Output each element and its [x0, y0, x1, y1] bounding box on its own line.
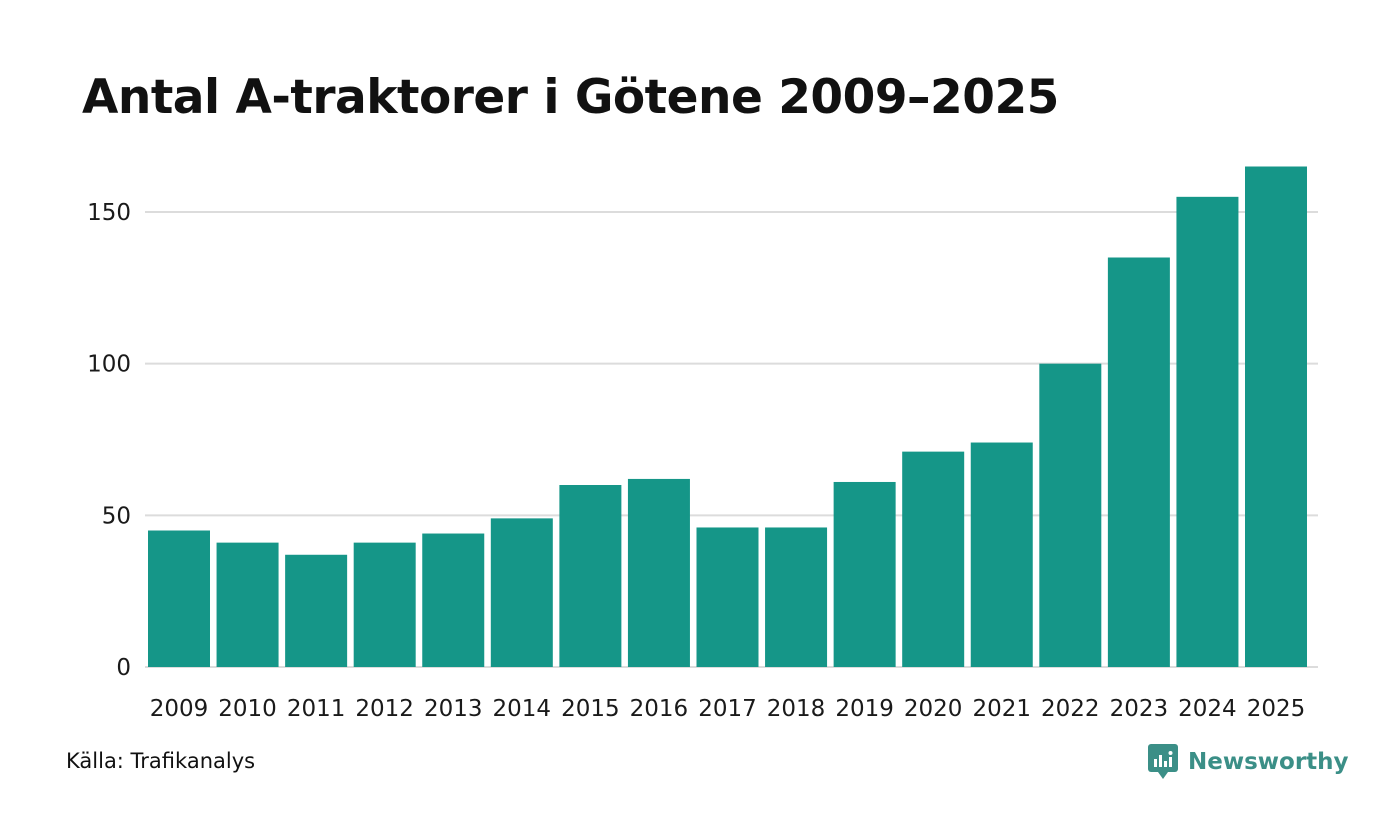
bar-2018: [765, 527, 828, 667]
x-tick-label: 2013: [424, 696, 483, 722]
y-tick-label: 50: [102, 503, 131, 529]
bar-2024: [1176, 196, 1239, 667]
y-axis-ticks: 0 50 100 150: [87, 200, 131, 681]
bar-2010: [216, 542, 279, 667]
source-note: Källa: Trafikanalys: [66, 749, 256, 773]
bar-2014: [490, 518, 553, 667]
x-tick-label: 2020: [904, 696, 963, 722]
bar-2020: [902, 451, 965, 667]
x-tick-label: 2011: [287, 696, 346, 722]
bar-2019: [833, 481, 896, 667]
brand-name: Newsworthy: [1188, 749, 1349, 775]
bar-2021: [970, 442, 1033, 667]
newsworthy-logo-icon: [1148, 744, 1178, 779]
bar-2013: [422, 533, 485, 667]
x-tick-label: 2010: [218, 696, 277, 722]
x-tick-label: 2012: [355, 696, 414, 722]
x-tick-label: 2019: [835, 696, 894, 722]
bars: [148, 166, 1307, 667]
brand-logo[interactable]: Newsworthy: [1148, 744, 1349, 780]
bar-2009: [148, 530, 210, 667]
bar-2025: [1245, 166, 1307, 667]
bar-2016: [627, 478, 690, 667]
page-title: Antal A-traktorer i Götene 2009–2025: [82, 70, 1059, 125]
x-tick-label: 2014: [493, 696, 552, 722]
y-tick-label: 150: [87, 200, 131, 226]
x-tick-label: 2023: [1110, 696, 1169, 722]
x-tick-label: 2009: [150, 696, 209, 722]
bar-2015: [559, 485, 622, 667]
bar-2023: [1107, 257, 1170, 667]
x-tick-label: 2017: [698, 696, 757, 722]
y-tick-label: 0: [116, 655, 131, 681]
x-tick-label: 2018: [767, 696, 826, 722]
x-tick-label: 2024: [1178, 696, 1237, 722]
x-tick-label: 2022: [1041, 696, 1100, 722]
x-axis-ticks: 2009 2010 2011 2012 2013 2014 2015 2016 2017 2018…: [150, 696, 1306, 722]
bar-2012: [353, 542, 416, 667]
bar-2022: [1039, 363, 1102, 667]
bar-2017: [696, 527, 759, 667]
x-tick-label: 2025: [1247, 696, 1306, 722]
x-tick-label: 2016: [630, 696, 689, 722]
x-tick-label: 2021: [972, 696, 1031, 722]
x-tick-label: 2015: [561, 696, 620, 722]
y-tick-label: 100: [87, 352, 131, 378]
bar-2011: [285, 554, 348, 667]
